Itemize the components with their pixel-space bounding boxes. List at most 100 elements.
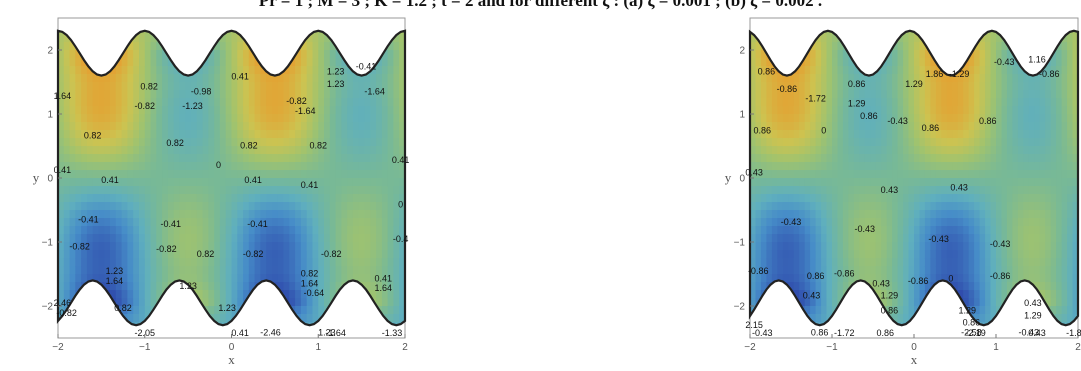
contour-plot-b: −2 −1 0 1 2−2−1012xy0.86-0.86-1.720.861.290.…	[725, 17, 1081, 367]
contour-label: 1.29	[1024, 310, 1042, 320]
contour-label: 0	[821, 126, 826, 136]
contour-label: 0.82	[114, 303, 132, 313]
contour-label: -0.86	[748, 266, 769, 276]
contour-label: 1.29	[848, 99, 866, 109]
contour-label: 0.86	[848, 79, 866, 89]
contour-label: -0.4	[393, 234, 409, 244]
x-tick-label: −1	[139, 342, 151, 353]
contour-label: 0.43	[1024, 298, 1042, 308]
contour-label: 0.86	[979, 116, 997, 126]
channel-wall	[56, 29, 407, 327]
contour-label: 0.82	[197, 249, 215, 259]
contour-label: 0.86	[881, 305, 899, 315]
y-tick-label: −2	[734, 302, 746, 313]
channel-wall	[748, 29, 1080, 327]
contour-label: 0.82	[166, 138, 184, 148]
contour-label: -0.86	[990, 271, 1011, 281]
contour-label: 1.16	[1028, 54, 1046, 64]
contour-label: -0.41	[247, 219, 268, 229]
y-tick-label: 0	[47, 174, 53, 185]
contour-label: -1.72	[834, 328, 855, 338]
contour-label: 0.41	[301, 180, 319, 190]
x-tick-label: −1	[826, 342, 838, 353]
contour-label: 1.64	[106, 276, 124, 286]
x-tick-label: 2	[1075, 342, 1081, 353]
contour-label: 1.64	[301, 278, 319, 288]
contour-label: 1.23	[179, 281, 197, 291]
contour-label: 0.41	[375, 273, 393, 283]
contour-label: -2.58	[961, 328, 982, 338]
contour-label: 1.64	[375, 283, 393, 293]
contour-label: 0.43	[950, 182, 968, 192]
contour-label: -0.43	[887, 116, 908, 126]
y-axis-label: y	[725, 170, 732, 185]
contour-label: -0.86	[1039, 69, 1060, 79]
contour-label: 0.86	[758, 67, 776, 77]
contour-label: -0.41	[161, 219, 182, 229]
y-tick-label: −2	[42, 302, 54, 313]
contour-label: -0.43	[781, 217, 802, 227]
contour-label: 0.82	[140, 81, 158, 91]
contour-label: -1.72	[805, 94, 826, 104]
contour-label: 0	[216, 160, 221, 170]
contour-label: 0.86	[963, 318, 981, 328]
contour-label: 1.29	[959, 305, 977, 315]
contour-label: -2.19	[965, 328, 986, 338]
contour-label: -0.86	[777, 84, 798, 94]
contour-label: -2.05	[134, 328, 155, 338]
x-tick-label: 1	[993, 342, 999, 353]
x-axis-label: x	[911, 352, 918, 367]
contour-label: 0.43	[872, 278, 890, 288]
contour-label: -0.82	[243, 249, 264, 259]
contour-label: 0.86	[811, 328, 829, 338]
contour-label: 0.86	[807, 271, 825, 281]
contour-label: 1.29	[881, 291, 899, 301]
contour-label: 1.29	[905, 79, 923, 89]
x-tick-label: 0	[911, 342, 917, 353]
contour-label: -0.82	[56, 308, 77, 318]
y-tick-label: 0	[739, 174, 745, 185]
contour-label: 0.43	[745, 168, 763, 178]
contour-label: 0.82	[84, 131, 102, 141]
contour-label: -0.43	[928, 234, 949, 244]
contour-label: -0.64	[304, 288, 325, 298]
x-tick-label: 2	[402, 342, 408, 353]
contour-label: 0.41	[231, 328, 249, 338]
x-tick-label: 1	[315, 342, 321, 353]
contour-label: -1.29	[949, 69, 970, 79]
contour-label: 1.23	[318, 328, 336, 338]
contour-label: 0.41	[231, 72, 249, 82]
contour-label: -1.64	[325, 328, 346, 338]
y-tick-label: −1	[42, 238, 54, 249]
contour-label: -0.82	[156, 244, 177, 254]
contour-label: 0.82	[240, 140, 258, 150]
contour-label: 0.86	[754, 126, 772, 136]
contour-label: -0.43	[994, 57, 1015, 67]
contour-label: 1.86	[926, 69, 944, 79]
contour-fill	[58, 30, 405, 326]
contour-label: 1.23	[218, 303, 236, 313]
contour-label: -1.64	[295, 106, 316, 116]
contour-label: -0.43	[990, 239, 1011, 249]
figure-caption: Pr = 1 ; M = 3 ; K = 1.2 ; t = 2 and for…	[258, 0, 823, 10]
contour-label: 0.43	[803, 291, 821, 301]
contour-label: -0.86	[908, 276, 929, 286]
y-tick-label: −1	[734, 238, 746, 249]
contour-label: 0.82	[301, 268, 319, 278]
contour-label: 0	[948, 273, 953, 283]
x-axis-label: x	[228, 352, 235, 367]
contour-label: 0.41	[101, 175, 119, 185]
contour-label: -1.23	[182, 101, 203, 111]
contour-label: -0.82	[286, 96, 307, 106]
contour-label: 0.41	[244, 175, 262, 185]
contour-label: 1.23	[327, 67, 345, 77]
contour-plot-a: −2 −1 0 1 2−2−1012xy1.640.82-0.82-0.98-1.230…	[33, 17, 409, 367]
contour-label: -0.41	[356, 62, 377, 72]
contour-label: 2.15	[745, 320, 763, 330]
contour-label: 0.86	[877, 328, 895, 338]
contour-label: 0.82	[309, 140, 327, 150]
contour-label: 0.43	[1028, 328, 1046, 338]
y-tick-label: 1	[739, 110, 745, 121]
contour-label: -0.41	[78, 214, 99, 224]
y-tick-label: 1	[47, 110, 53, 121]
